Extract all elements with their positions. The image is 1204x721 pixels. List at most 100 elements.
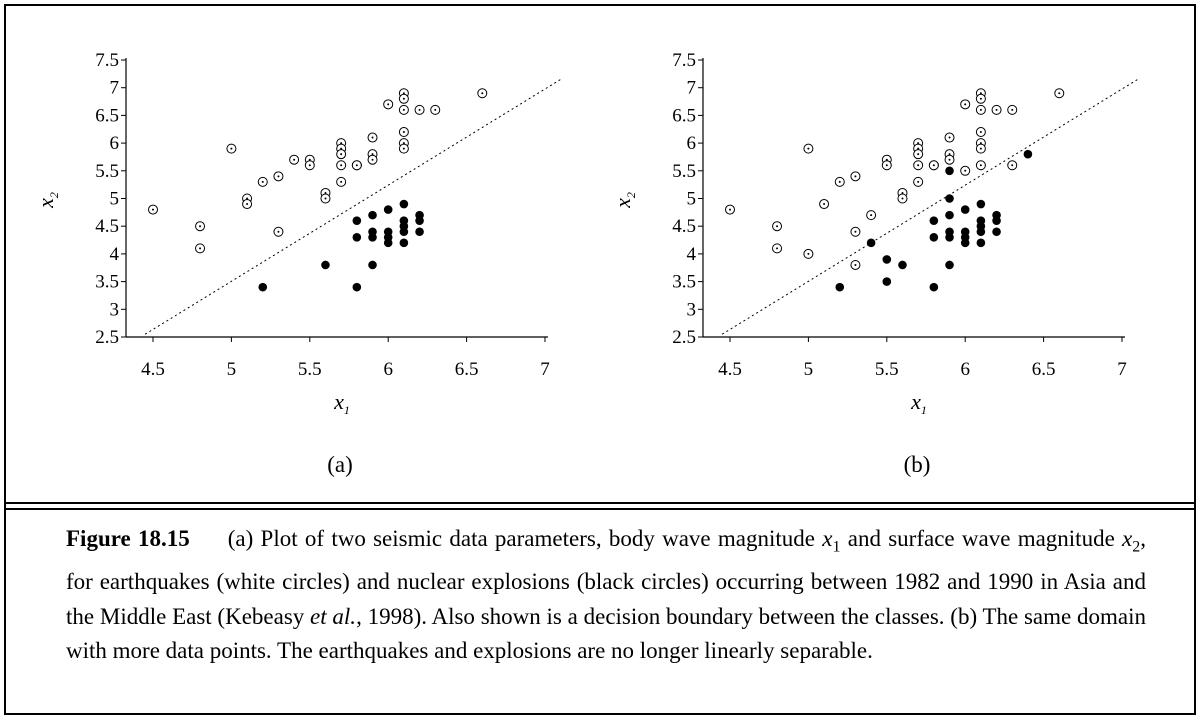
plot-a-decision-boundary [144, 78, 561, 335]
caption-text-4: , 1998). Also shown is a decision bounda… [66, 603, 1146, 664]
plot-b-earthquake-point [881, 160, 892, 171]
plot-a-explosion-point [415, 216, 424, 225]
plot-b-earthquake-point [850, 259, 861, 270]
plot-b-earthquake-point [803, 248, 814, 259]
plot-a-y-tick-label: 3 [110, 299, 120, 320]
plot-a-x-tick-label: 5.5 [298, 359, 322, 380]
plot-b-explosion-point [945, 194, 954, 203]
plot-b-earthquake-point [913, 176, 924, 187]
plot-b-y-tick-label: 2.5 [672, 327, 696, 348]
plot-a-earthquake-point [398, 127, 409, 138]
caption-et-al: et al. [310, 603, 357, 629]
plot-a-panel-label: (a) [327, 452, 353, 477]
plot-b-earthquake-point [819, 199, 830, 210]
plot-a-y-tick-label: 3.5 [95, 272, 119, 293]
plot-a-earthquake-point [477, 88, 488, 99]
plot-b-explosion-point [882, 277, 892, 286]
caption-title: Figure 18.15 [66, 526, 190, 551]
plot-b-explosion-point [945, 232, 954, 242]
plot-b-earthquake-point [803, 143, 814, 154]
plot-b-explosion-point [976, 227, 986, 237]
plot-a-earthquake-point [148, 204, 158, 215]
plot-a-x-tick-label: 6.5 [455, 359, 479, 380]
plot-b-earthquake-point [975, 160, 986, 171]
plot-a-earthquake-point [226, 143, 237, 154]
plot-a-y-tick-label: 4.5 [95, 216, 119, 237]
plot-b-x-tick-label: 6 [960, 359, 970, 380]
plot-b-explosion-point [945, 260, 954, 270]
plot-a-y-axis-label: x2 [33, 192, 61, 209]
plot-b-earthquake-point [897, 193, 908, 204]
plot-a-earthquake-point [351, 160, 362, 171]
plot-a-y-tick-label: 4 [110, 244, 120, 265]
plot-b-y-tick-label: 4.5 [672, 216, 696, 237]
plot-b-earthquake-point [1007, 104, 1018, 115]
plot-b-explosion-point [992, 216, 1001, 225]
plot-a-earthquake-point [273, 171, 284, 182]
plot-a-x-tick-label: 4.5 [141, 359, 165, 380]
caption-text-3: , for earthquakes (white circles) and nu… [66, 526, 1147, 629]
plot-a-y-tick-label: 6.5 [95, 105, 119, 126]
plot-b-y-tick-label: 7 [687, 78, 697, 99]
plot-b-y-tick-label: 6.5 [672, 105, 696, 126]
caption-math-x1: x1 [822, 526, 841, 556]
plot-b-explosion-point [1023, 149, 1033, 159]
plot-a-earthquake-point [367, 132, 378, 143]
plot-b-earthquake-point [850, 226, 861, 237]
plot-b-explosion-point [960, 205, 970, 214]
plot-a-earthquake-point [398, 93, 409, 104]
plot-b-explosion-point [882, 255, 892, 264]
plot-a-x-tick-label: 5 [227, 359, 237, 380]
plot-a-y-tick-label: 6 [110, 133, 120, 154]
plot-a-y-tick-label: 7 [110, 78, 120, 99]
plot-a-earthquake-point [257, 176, 268, 187]
plot-b-x-tick-label: 7 [1117, 359, 1127, 380]
plot-b-decision-boundary [721, 78, 1138, 335]
plot-b-explosion-point [945, 166, 954, 176]
plot-a-y-tick-label: 5.5 [95, 161, 119, 182]
plot-b-explosion-point [866, 238, 876, 248]
scatter-plot-a: 2.5 3 3.5 4 4.5 5 5.5 6 6.5 7 7.5 4.5 5 5.5 6 6.5 7 x1 x2 (… [33, 50, 561, 477]
plot-a-earthquake-point [367, 154, 378, 165]
plot-a-explosion-point [399, 199, 409, 209]
plot-b-explosion-point [835, 282, 845, 292]
plot-b-panel-label: (b) [904, 452, 931, 477]
plot-b-explosion-point [976, 238, 986, 248]
plot-b-earthquake-point [913, 149, 924, 160]
plot-b-y-tick-label: 6 [687, 133, 697, 154]
plot-a-earthquake-point [304, 160, 315, 171]
plot-a-earthquake-point [242, 199, 253, 210]
plot-a-earthquake-point [195, 243, 206, 254]
plot-b-earthquake-point [866, 210, 877, 221]
plot-a-earthquake-point [195, 221, 206, 232]
plot-b-earthquake-point [928, 160, 939, 171]
caption-rule-top [4, 502, 1196, 504]
plot-b-earthquake-point [913, 160, 924, 171]
plot-a-y-tick-label: 7.5 [95, 50, 119, 71]
plot-b-earthquake-point [1054, 88, 1065, 99]
plot-a-x-tick-label: 7 [540, 359, 550, 380]
plot-a-earthquake-point [336, 176, 347, 187]
scatter-plot-b: 2.5 3 3.5 4 4.5 5 5.5 6 6.5 7 7.5 4.5 5 5.5 6 6.5 7 x1 x2 (… [610, 50, 1138, 477]
plot-b-y-tick-label: 5 [687, 189, 697, 210]
plot-b-y-axis-label: x2 [610, 192, 638, 209]
plot-b-explosion-point [929, 232, 939, 242]
plot-b-y-tick-label: 3 [687, 299, 697, 320]
plot-b-x-axis-label: x1 [910, 389, 927, 417]
plot-b-earthquake-point [960, 165, 971, 176]
caption-math-x2: x2 [1122, 526, 1141, 556]
plot-a-explosion-point [368, 260, 377, 270]
figure-caption: Figure 18.15 (a) Plot of two seismic data… [66, 522, 1146, 669]
plot-b-earthquake-point [772, 221, 783, 232]
plot-a-explosion-point [415, 227, 424, 237]
plot-a-x-tick-label: 6 [383, 359, 393, 380]
caption-text-1: (a) Plot of two seismic data parameters,… [227, 526, 823, 551]
plot-b-earthquake-point [772, 243, 783, 254]
plot-a-earthquake-point [383, 99, 394, 110]
plot-b-earthquake-point [944, 154, 955, 165]
plot-a-earthquake-point [273, 226, 284, 237]
plot-a-y-tick-label: 2.5 [95, 327, 119, 348]
plot-b-y-tick-label: 7.5 [672, 50, 696, 71]
plot-a-explosion-point [352, 282, 362, 292]
plot-a-y-tick-label: 5 [110, 189, 120, 210]
